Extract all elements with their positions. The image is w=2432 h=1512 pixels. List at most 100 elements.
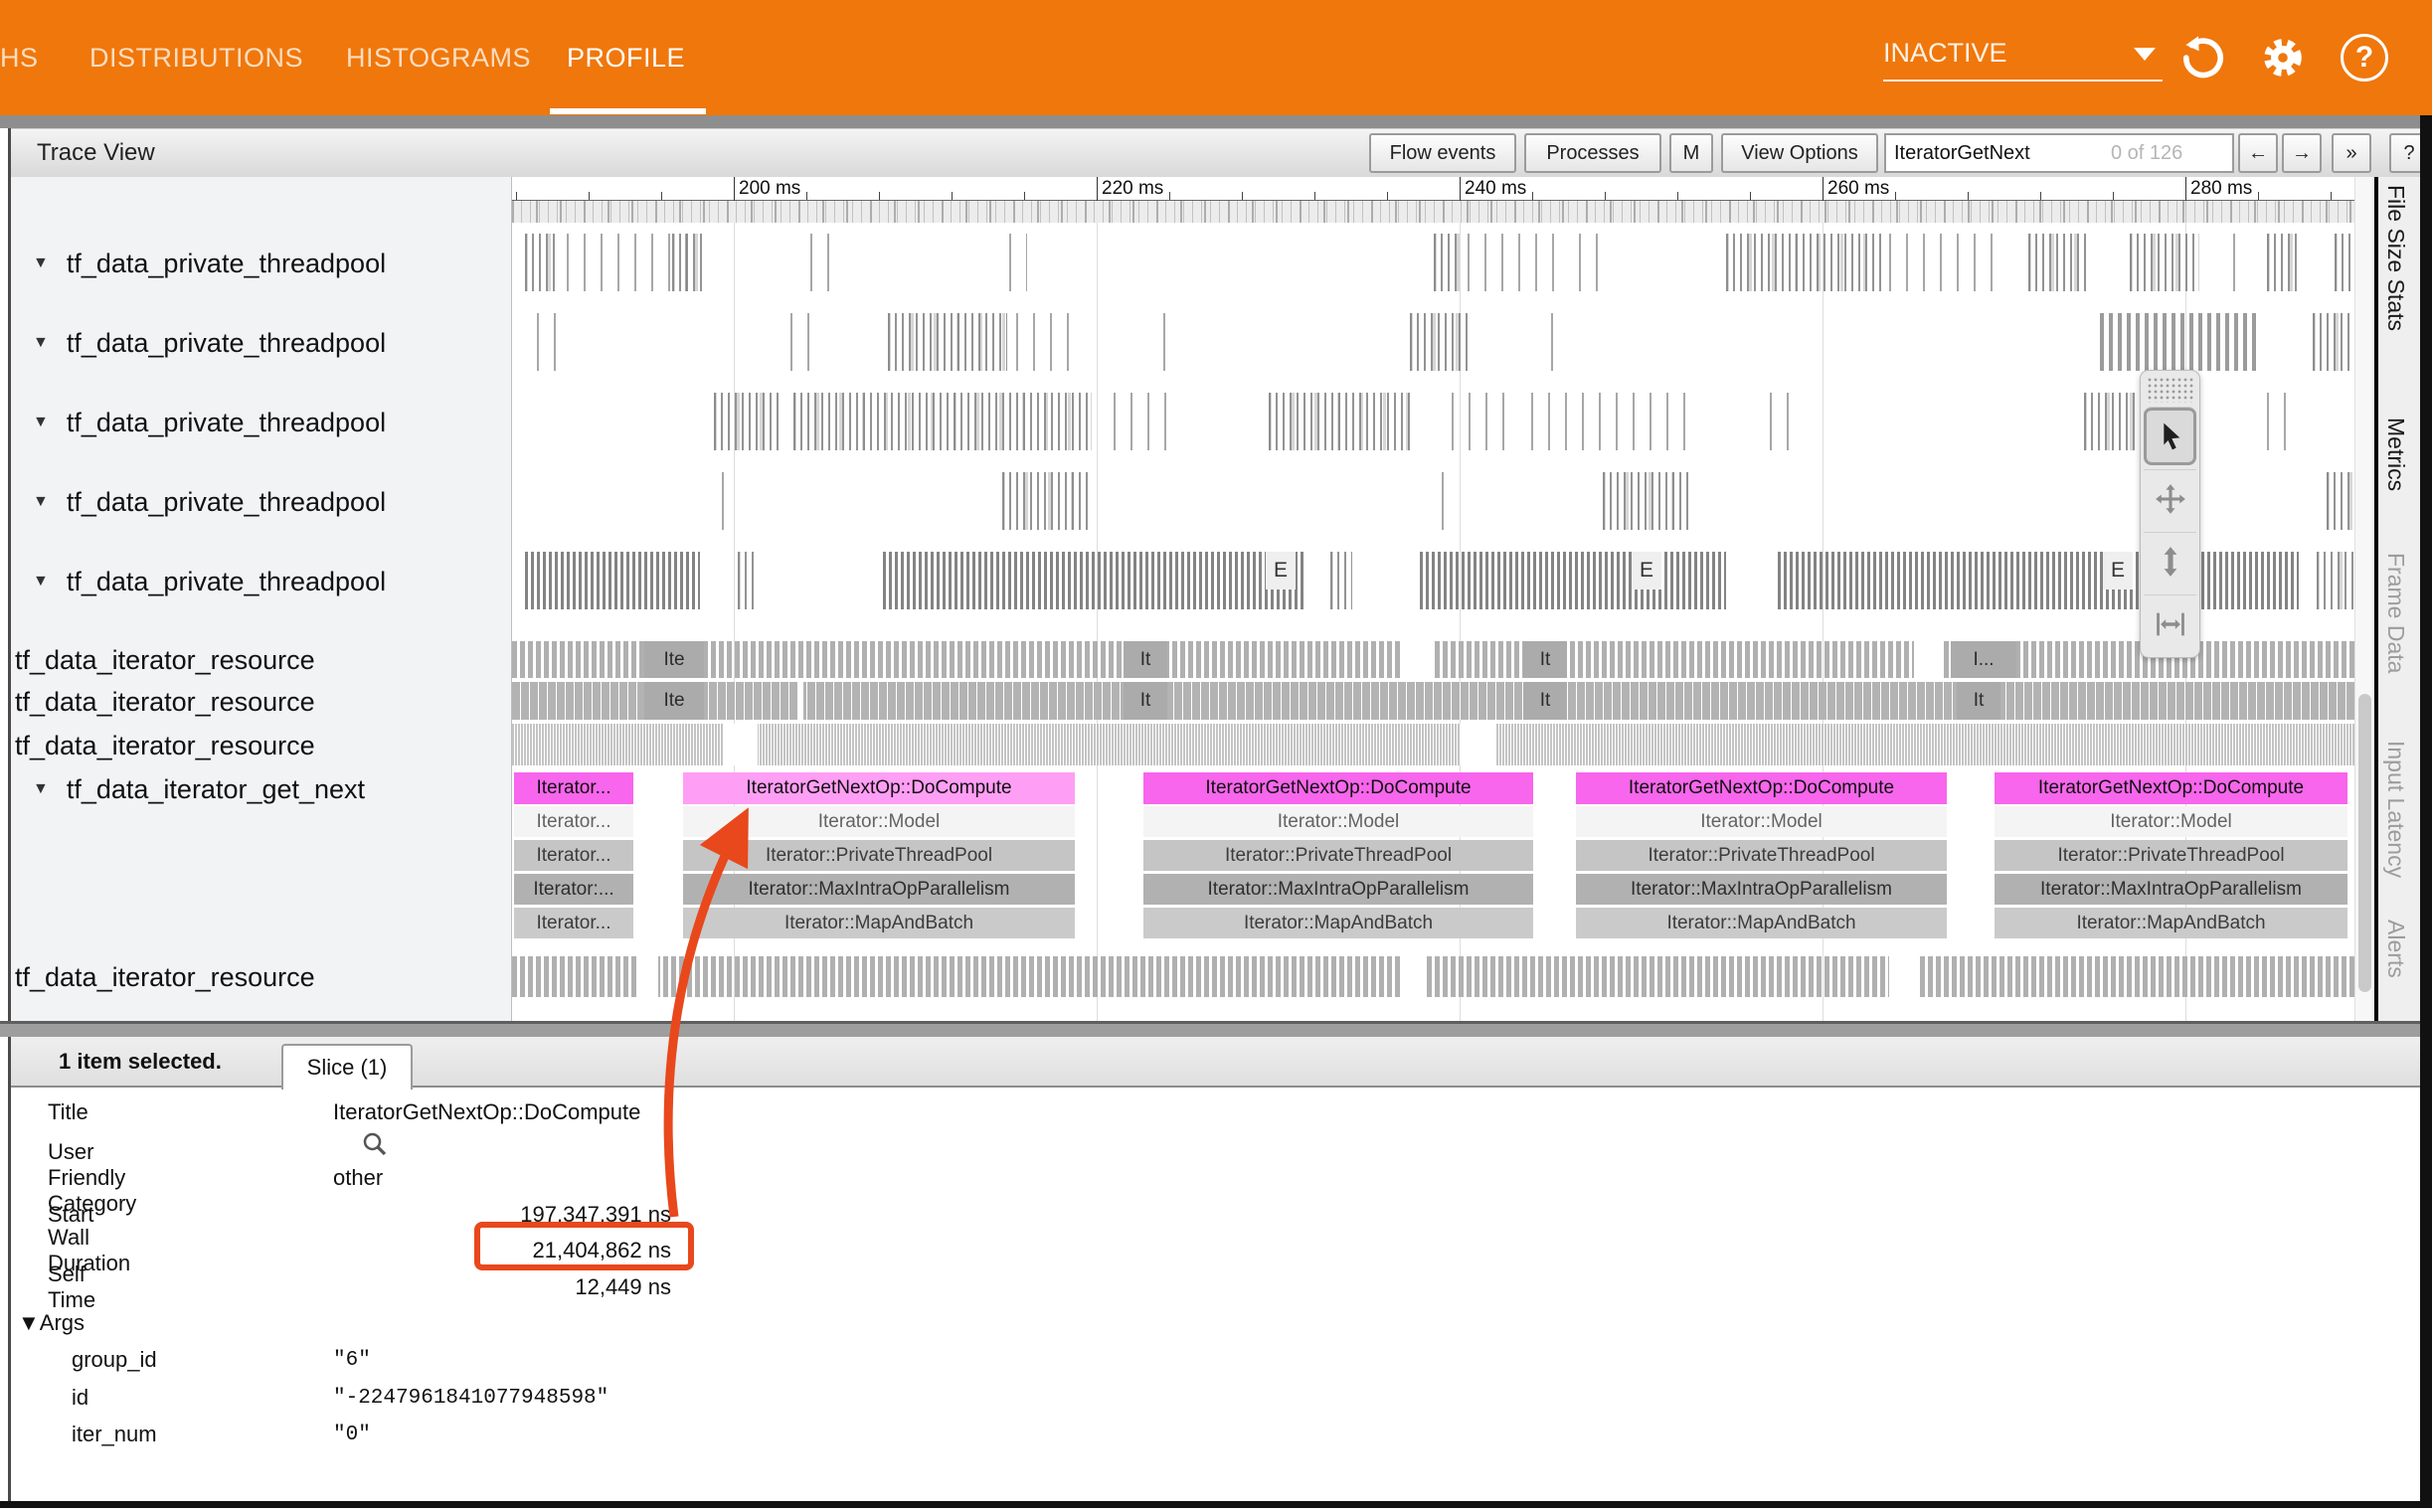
slice-map-and-batch[interactable]: Iterator::MapAndBatch	[1143, 908, 1533, 938]
collapse-arrow-icon[interactable]: ▼	[33, 573, 49, 589]
slice-do-compute[interactable]: IteratorGetNextOp::DoCompute	[1576, 772, 1947, 804]
slice-tab[interactable]: Slice (1)	[281, 1044, 413, 1090]
scrollbar-thumb[interactable]	[2358, 694, 2371, 992]
collapse-arrow-icon[interactable]: ▼	[33, 780, 49, 797]
async-event-marker[interactable]: E	[1266, 552, 1296, 589]
side-tab-metrics[interactable]: Metrics	[2383, 418, 2409, 492]
vertical-scrollbar[interactable]	[2354, 177, 2374, 1024]
slice-private-thread-pool[interactable]: Iterator::PrivateThreadPool	[1143, 840, 1533, 871]
slice-max-intra-op[interactable]: Iterator:...	[514, 874, 633, 905]
slice-label-chip[interactable]: It	[1523, 682, 1567, 720]
track-tf-data-private-threadpool-3[interactable]: ▼ tf_data_private_threadpool	[11, 406, 511, 439]
slice-do-compute[interactable]: IteratorGetNextOp::DoCompute	[1995, 772, 2347, 804]
trace-activity	[2233, 234, 2249, 291]
slice-private-thread-pool[interactable]: Iterator::PrivateThreadPool	[1576, 840, 1947, 871]
slice-model[interactable]: Iterator::Model	[1995, 806, 2347, 837]
slice-map-and-batch[interactable]: Iterator::MapAndBatch	[683, 908, 1075, 938]
detail-label: User Friendly Category	[48, 1139, 137, 1216]
slice-model[interactable]: Iterator::Model	[1576, 806, 1947, 837]
tab-profile[interactable]: PROFILE	[567, 42, 686, 73]
slice-private-thread-pool[interactable]: Iterator::PrivateThreadPool	[683, 840, 1075, 871]
slice-map-and-batch[interactable]: Iterator::MapAndBatch	[1576, 908, 1947, 938]
collapse-arrow-icon[interactable]: ▼	[33, 334, 49, 351]
resource-row-2: Ite It It It	[512, 682, 2354, 720]
collapse-arrow-icon[interactable]: ▼	[33, 254, 49, 271]
collapse-arrow-icon[interactable]: ▼	[33, 414, 49, 430]
side-tab-file-size-stats[interactable]: File Size Stats	[2383, 185, 2409, 331]
slice-label-chip[interactable]: Ite	[644, 641, 704, 678]
slice-label-chip[interactable]: It	[1957, 682, 2000, 720]
track-tf-data-iterator-resource-1[interactable]: tf_data_iterator_resource	[11, 643, 515, 677]
track-label-text: tf_data_private_threadpool	[66, 486, 387, 517]
track-tf-data-private-threadpool-2[interactable]: ▼ tf_data_private_threadpool	[11, 326, 511, 360]
panel-divider[interactable]	[0, 1021, 2432, 1037]
slice-private-thread-pool[interactable]: Iterator::PrivateThreadPool	[1995, 840, 2347, 871]
search-input[interactable]	[1886, 141, 2111, 165]
track-tf-data-iterator-get-next[interactable]: ▼ tf_data_iterator_get_next	[11, 772, 511, 806]
major-tick	[1823, 177, 1824, 201]
trace-activity	[738, 552, 756, 609]
track-tf-data-private-threadpool-5[interactable]: ▼ tf_data_private_threadpool	[11, 565, 511, 598]
slice-do-compute[interactable]: IteratorGetNextOp::DoCompute	[1143, 772, 1533, 804]
slice-label-chip[interactable]: It	[1124, 682, 1167, 720]
timing-tool-button[interactable]	[2144, 594, 2196, 653]
track-tf-data-private-threadpool-4[interactable]: ▼ tf_data_private_threadpool	[11, 485, 511, 519]
processes-button[interactable]: Processes	[1524, 133, 1661, 173]
tab-distributions[interactable]: DISTRIBUTIONS	[89, 42, 304, 73]
tab-histograms[interactable]: HISTOGRAMS	[346, 42, 532, 73]
slice-label-chip[interactable]: It	[1124, 641, 1167, 678]
pan-tool-button[interactable]	[2144, 469, 2196, 528]
slice-map-and-batch[interactable]: Iterator::MapAndBatch	[1995, 908, 2347, 938]
expand-panel-button[interactable]: »	[2332, 133, 2371, 173]
tab-graphs-truncated[interactable]: HS	[0, 42, 39, 73]
find-prev-button[interactable]: ←	[2238, 133, 2278, 173]
run-selector-dropdown[interactable]: INACTIVE	[1883, 0, 2163, 115]
track-tf-data-iterator-resource-2[interactable]: tf_data_iterator_resource	[11, 685, 515, 719]
slice-model[interactable]: Iterator::Model	[1143, 806, 1533, 837]
slice-do-compute-selected[interactable]: IteratorGetNextOp::DoCompute	[683, 772, 1075, 804]
trace-activity	[1579, 234, 1605, 291]
slice-model[interactable]: Iterator::Model	[683, 806, 1075, 837]
find-next-button[interactable]: →	[2282, 133, 2322, 173]
select-tool-button[interactable]	[2144, 407, 2196, 465]
side-tab-input-latency[interactable]: Input Latency	[2383, 741, 2409, 879]
slice-private-thread-pool[interactable]: Iterator...	[514, 840, 633, 871]
track-tf-data-iterator-resource-4[interactable]: tf_data_iterator_resource	[11, 960, 515, 994]
track-tf-data-iterator-resource-3[interactable]: tf_data_iterator_resource	[11, 729, 515, 762]
slice-model[interactable]: Iterator...	[514, 806, 633, 837]
track-tf-data-private-threadpool-1[interactable]: ▼ tf_data_private_threadpool	[11, 247, 511, 280]
side-tab-frame-data[interactable]: Frame Data	[2383, 553, 2409, 674]
slice-max-intra-op[interactable]: Iterator::MaxIntraOpParallelism	[1576, 874, 1947, 905]
slice-map-and-batch[interactable]: Iterator...	[514, 908, 633, 938]
view-options-button[interactable]: View Options	[1721, 133, 1878, 173]
async-event-marker[interactable]: E	[1632, 552, 1661, 589]
trace-activity	[1452, 393, 1511, 450]
slice-group-5: IteratorGetNextOp::DoCompute Iterator::M…	[1995, 772, 2347, 938]
timeline-canvas[interactable]: 200 ms 220 ms 240 ms 260 ms 280 ms	[512, 177, 2354, 1024]
refresh-icon[interactable]	[2179, 34, 2227, 82]
magnifier-icon[interactable]	[360, 1129, 390, 1159]
slice-do-compute[interactable]: Iterator...	[514, 772, 633, 804]
trace-activity	[1410, 313, 1470, 371]
slice-max-intra-op[interactable]: Iterator::MaxIntraOpParallelism	[1143, 874, 1533, 905]
side-tab-alerts[interactable]: Alerts	[2383, 920, 2409, 978]
args-expander[interactable]: ▼Args	[18, 1310, 86, 1335]
flow-events-button[interactable]: Flow events	[1369, 133, 1516, 173]
tick-label: 260 ms	[1827, 178, 1890, 199]
slice-label-chip[interactable]: It	[1523, 641, 1567, 678]
slice-max-intra-op[interactable]: Iterator::MaxIntraOpParallelism	[683, 874, 1075, 905]
zoom-tool-button[interactable]	[2144, 532, 2196, 590]
gear-icon[interactable]	[2259, 34, 2307, 82]
slice-max-intra-op[interactable]: Iterator::MaxIntraOpParallelism	[1995, 874, 2347, 905]
arg-key: id	[72, 1385, 89, 1410]
async-event-marker[interactable]: E	[2103, 552, 2133, 589]
palette-drag-handle[interactable]	[2147, 377, 2193, 403]
trace-activity	[512, 724, 2354, 765]
collapse-arrow-icon[interactable]: ▼	[33, 493, 49, 510]
track-label-text: tf_data_iterator_resource	[15, 686, 315, 717]
metadata-button[interactable]: M	[1669, 133, 1713, 173]
help-icon[interactable]: ?	[2341, 34, 2388, 82]
slice-label-chip[interactable]: Ite	[644, 682, 704, 720]
slice-label-chip[interactable]: I...	[1951, 641, 2016, 678]
run-selector-value: INACTIVE	[1883, 38, 2007, 68]
